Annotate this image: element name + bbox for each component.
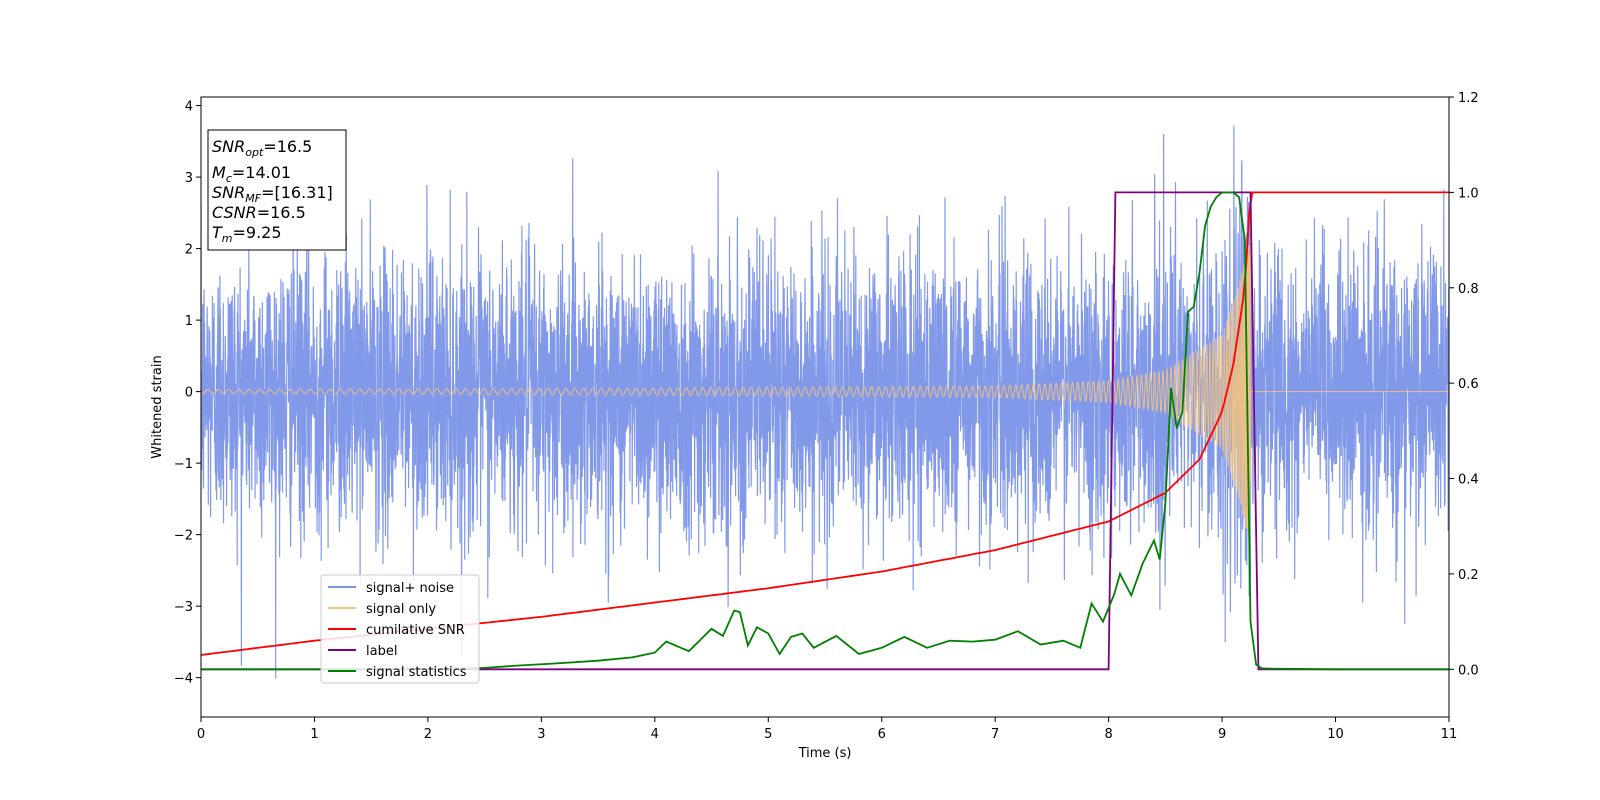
y2-tick-label: 0.0 [1458, 663, 1479, 678]
legend-signal-noise: signal+ noise [366, 581, 454, 596]
tick-layer: 0 1 2 3 4 5 6 7 8 9 10 11 −4 −3 −2 −1 0 1 2 3 4 0.0 0.2 0.4 0.6 0… [174, 91, 1479, 742]
x-tick-label: 1 [310, 727, 318, 742]
x-tick-label: 2 [424, 727, 432, 742]
info-snr-mf: SNRMF=[16.31] [212, 183, 333, 205]
x-axis-label: Time (s) [798, 746, 852, 761]
x-tick-label: 7 [991, 727, 999, 742]
legend-signal-statistics: signal statistics [366, 665, 467, 680]
x-tick-label: 9 [1218, 727, 1226, 742]
series-signal-statistics [201, 191, 1449, 671]
y2-tick-label: 1.2 [1458, 91, 1479, 106]
y2-tick-label: 0.2 [1458, 568, 1479, 583]
x-tick-label: 11 [1441, 727, 1458, 742]
axes-frame [200, 96, 1450, 718]
y-tick-label: 3 [185, 171, 193, 186]
y-tick-label: 4 [185, 100, 193, 115]
y-tick-label: 0 [185, 386, 193, 401]
info-csnr: CSNR=16.5 [212, 203, 306, 222]
x-tick-label: 5 [764, 727, 772, 742]
legend-label: label [366, 644, 397, 659]
x-tick-label: 6 [878, 727, 886, 742]
y-tick-label: 2 [185, 243, 193, 258]
info-snr-opt: SNRopt=16.5 [212, 137, 312, 159]
legend-signal-only: signal only [366, 602, 436, 617]
info-tm: Tm=9.25 [212, 223, 282, 245]
x-tick-label: 10 [1327, 727, 1344, 742]
y-axis-label: Whitened strain [150, 355, 165, 458]
y2-tick-label: 1.0 [1458, 186, 1479, 201]
x-tick-label: 8 [1104, 727, 1112, 742]
legend-cumulative-snr: cumilative SNR [366, 623, 465, 638]
legend: signal+ noise signal only cumilative SNR la… [320, 574, 480, 684]
y-tick-label: 1 [185, 314, 193, 329]
x-tick-label: 4 [651, 727, 659, 742]
y-tick-label: −4 [174, 672, 193, 687]
info-mc: Mc=14.01 [212, 163, 291, 185]
series-signal-only [201, 236, 1449, 546]
x-tick-label: 3 [537, 727, 545, 742]
y-tick-label: −1 [174, 457, 193, 472]
y2-tick-label: 0.4 [1458, 473, 1479, 488]
info-box: SNRopt=16.5 Mc=14.01 SNRMF=[16.31] CSNR=… [207, 129, 347, 251]
y-tick-label: −2 [174, 529, 193, 544]
y2-tick-label: 0.8 [1458, 282, 1479, 297]
series-signal-noise [201, 125, 1449, 679]
x-tick-label: 0 [197, 727, 205, 742]
y2-tick-label: 0.6 [1458, 377, 1479, 392]
y-tick-label: −3 [174, 600, 193, 615]
